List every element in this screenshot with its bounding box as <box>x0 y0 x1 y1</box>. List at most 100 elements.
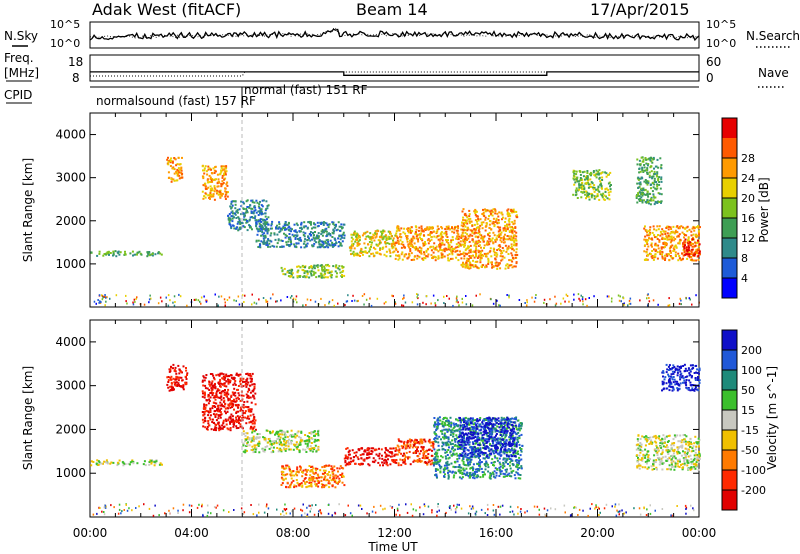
clutter-cell <box>680 303 682 306</box>
echo-cell <box>440 232 443 235</box>
echo-cell <box>270 232 273 235</box>
clutter-cell <box>157 302 160 305</box>
echo-cell <box>364 238 367 241</box>
echo-cell <box>248 438 251 441</box>
clutter-cell <box>286 296 289 298</box>
echo-cell <box>263 232 266 235</box>
echo-cell <box>288 229 291 232</box>
echo-cell <box>646 241 648 244</box>
echo-cell <box>452 449 455 452</box>
echo-cell <box>576 197 579 199</box>
echo-cell <box>232 419 235 422</box>
echo-cell <box>281 240 284 242</box>
echo-cell <box>295 479 298 481</box>
echo-cell <box>475 255 478 258</box>
echo-cell <box>506 247 509 250</box>
echo-cell <box>504 217 507 220</box>
echo-cell <box>337 237 340 240</box>
echo-cell <box>674 255 677 258</box>
colorbar-swatch <box>722 138 737 159</box>
echo-cell <box>451 226 453 229</box>
echo-cell <box>209 176 212 179</box>
clutter-cell <box>296 301 298 304</box>
echo-cell <box>584 193 587 196</box>
echo-cell <box>402 243 405 246</box>
echo-cell <box>430 231 433 234</box>
echo-cell <box>280 431 283 434</box>
echo-cell <box>653 228 656 231</box>
echo-cell <box>448 244 451 247</box>
echo-cell <box>317 235 320 238</box>
echo-cell <box>510 447 513 450</box>
echo-cell <box>592 188 595 191</box>
echo-cell <box>411 446 414 449</box>
echo-cell <box>505 444 507 447</box>
clutter-cell <box>193 298 196 301</box>
echo-cell <box>460 253 463 256</box>
echo-cell <box>442 443 445 446</box>
echo-cell <box>276 242 279 245</box>
echo-cell <box>648 233 651 236</box>
clutter-cell <box>135 297 137 300</box>
echo-cell <box>426 226 429 229</box>
echo-cell <box>501 258 504 261</box>
echo-cell <box>215 402 218 405</box>
clutter-cell <box>391 294 393 297</box>
echo-cell <box>415 235 418 238</box>
colorbar-swatch <box>722 198 737 219</box>
echo-cell <box>693 245 696 248</box>
clutter-cell <box>228 296 231 299</box>
echo-cell <box>216 408 219 410</box>
clutter-cell <box>376 297 379 300</box>
echo-cell <box>688 246 691 249</box>
echo-cell <box>248 389 251 392</box>
echo-cell <box>203 167 206 170</box>
echo-cell <box>289 227 292 230</box>
echo-cell <box>245 438 248 441</box>
echo-cell <box>312 467 315 470</box>
echo-cell <box>302 266 305 268</box>
echo-cell <box>695 234 697 237</box>
echo-cell <box>605 195 607 198</box>
echo-cell <box>670 256 673 259</box>
echo-cell <box>257 205 260 208</box>
echo-cell <box>179 163 182 166</box>
echo-cell <box>385 455 388 458</box>
echo-cell <box>342 467 345 470</box>
echo-cell <box>321 466 324 469</box>
echo-cell <box>646 180 648 183</box>
echo-cell <box>181 379 184 382</box>
echo-cell <box>454 226 456 229</box>
echo-cell <box>208 381 211 383</box>
echo-cell <box>688 242 691 245</box>
echo-cell <box>311 227 313 230</box>
echo-cell <box>305 276 308 279</box>
echo-cell <box>664 259 666 261</box>
echo-cell <box>275 227 278 230</box>
echo-cell <box>414 255 416 258</box>
echo-cell <box>267 441 270 444</box>
echo-cell <box>228 381 231 383</box>
echo-cell <box>515 248 518 251</box>
echo-cell <box>300 221 303 224</box>
echo-cell <box>270 446 273 449</box>
echo-cell <box>411 245 414 248</box>
echo-cell <box>449 429 452 432</box>
echo-cell <box>293 223 296 226</box>
echo-cell <box>305 480 308 483</box>
echo-cell <box>325 239 328 242</box>
echo-cell <box>504 436 507 439</box>
echo-cell <box>421 239 424 242</box>
echo-cell <box>202 384 205 387</box>
echo-cell <box>492 247 495 250</box>
echo-cell <box>332 265 335 268</box>
echo-cell <box>258 225 261 228</box>
freq-panel-frame <box>89 54 700 82</box>
echo-cell <box>285 235 288 237</box>
echo-cell <box>382 236 385 239</box>
echo-cell <box>660 200 663 203</box>
echo-cell <box>246 219 248 222</box>
echo-cell <box>445 225 448 228</box>
echo-cell <box>587 192 590 195</box>
echo-cell <box>646 234 649 237</box>
